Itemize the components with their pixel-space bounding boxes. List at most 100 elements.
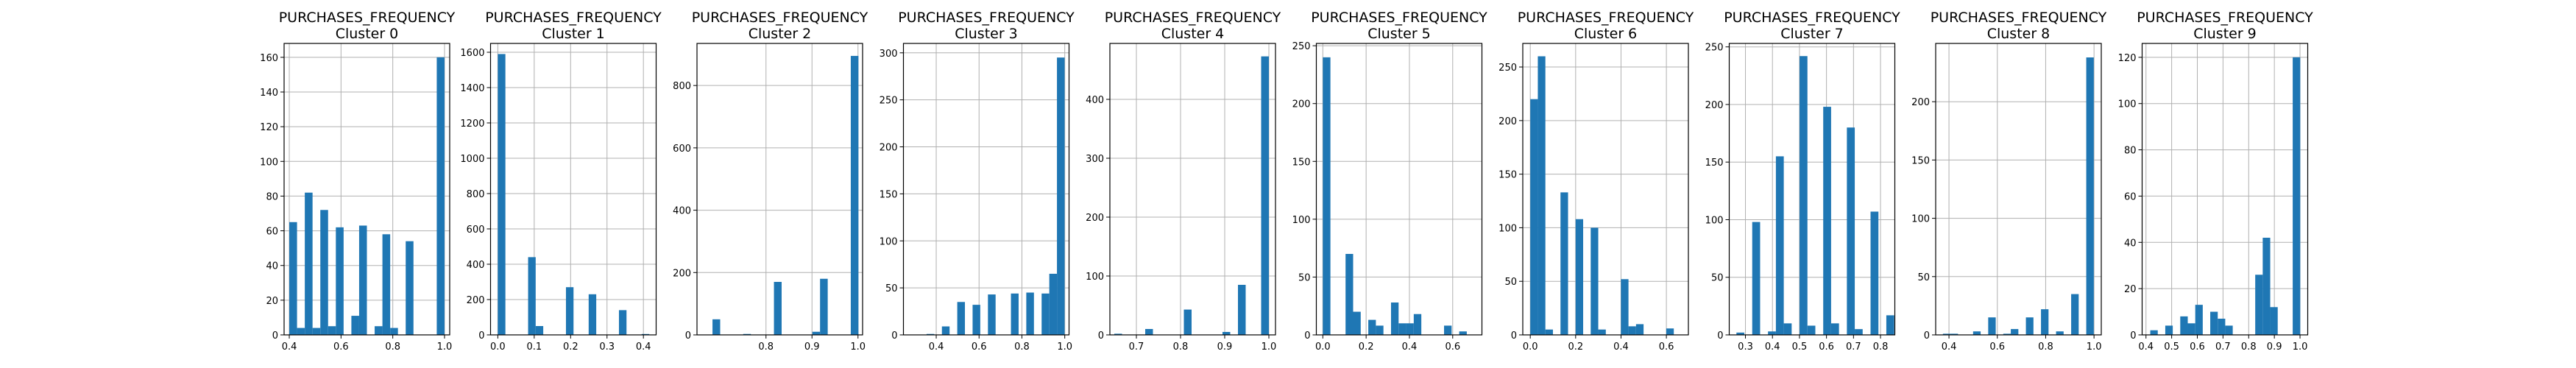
axes-frame — [1522, 43, 1689, 336]
x-tick-label: 0.8 — [2241, 342, 2257, 353]
axes-frame — [696, 43, 863, 336]
chart-title: PURCHASES_FREQUENCY — [2137, 10, 2313, 26]
chart-subtitle: Cluster 2 — [749, 26, 812, 42]
x-tick-label: 0.8 — [2038, 342, 2053, 353]
y-tick-label: 0 — [1717, 330, 1723, 342]
y-tick-label: 80 — [266, 191, 278, 202]
chart-title: PURCHASES_FREQUENCY — [1931, 10, 2107, 26]
x-tick-label: 0.0 — [1523, 342, 1538, 353]
histogram-bar — [2025, 317, 2034, 335]
y-tick-label: 80 — [2124, 146, 2137, 157]
x-tick-label: 0.7 — [1129, 342, 1144, 353]
histogram-bar — [535, 326, 544, 335]
x-tick-label: 1.0 — [437, 342, 453, 353]
histogram-bar — [1261, 56, 1269, 335]
y-tick-label: 250 — [880, 96, 898, 107]
histogram-bar — [1807, 325, 1816, 335]
histogram-bar — [1222, 332, 1231, 335]
x-tick-label: 1.0 — [850, 342, 866, 353]
chart-subtitle: Cluster 4 — [1161, 26, 1225, 42]
x-tick-label: 1.0 — [2087, 342, 2102, 353]
histogram-bar — [2150, 330, 2158, 335]
histogram-bar — [1368, 319, 1376, 335]
y-tick-label: 0 — [685, 330, 691, 342]
y-tick-label: 300 — [1086, 154, 1104, 165]
y-tick-label: 0 — [1511, 330, 1517, 342]
histogram-bar — [588, 294, 597, 335]
x-tick-label: 0.6 — [2190, 342, 2205, 353]
histogram-bar — [1830, 323, 1839, 335]
y-tick-label: 120 — [260, 122, 278, 133]
x-tick-label: 0.0 — [490, 342, 506, 353]
y-tick-label: 200 — [1911, 97, 1930, 108]
x-tick-label: 0.4 — [2138, 342, 2154, 353]
histogram-bar — [2187, 323, 2195, 335]
y-tick-label: 100 — [2118, 99, 2137, 110]
histogram-bar — [312, 328, 321, 335]
y-tick-label: 40 — [2124, 238, 2137, 249]
chart-title: PURCHASES_FREQUENCY — [1105, 10, 1281, 26]
x-tick-label: 0.7 — [2215, 342, 2231, 353]
histogram-bar — [1635, 324, 1644, 335]
histogram-panel-3: 0.4 0.6 0.8 1.0 0 50 100 150 200 250 300 PURCHASES_… — [880, 10, 1075, 353]
x-tick-label: 0.2 — [1568, 342, 1583, 353]
histogram-bar — [406, 241, 414, 335]
histogram-bar — [1886, 315, 1894, 335]
histogram-bar — [1057, 57, 1065, 336]
histogram-bar — [926, 333, 935, 335]
x-tick-label: 0.8 — [1873, 342, 1889, 353]
y-tick-label: 160 — [260, 53, 278, 64]
axes-frame — [1109, 43, 1276, 336]
histogram-bar — [1800, 56, 1808, 335]
chart-title: PURCHASES_FREQUENCY — [1518, 10, 1694, 26]
chart-title: PURCHASES_FREQUENCY — [1724, 10, 1900, 26]
histogram-bar — [2262, 238, 2271, 335]
y-tick-label: 100 — [260, 157, 278, 168]
histogram-bar — [941, 326, 950, 335]
y-tick-label: 50 — [1504, 277, 1517, 288]
chart-subtitle: Cluster 5 — [1367, 26, 1431, 42]
y-tick-label: 20 — [266, 296, 278, 307]
histogram-bar — [358, 225, 367, 335]
histogram-bar — [1398, 323, 1406, 335]
histogram-bar — [1870, 211, 1879, 335]
histogram-bar — [289, 222, 297, 335]
histogram-bar — [1114, 333, 1122, 335]
x-tick-label: 0.4 — [1942, 342, 1957, 353]
histogram-bar — [1145, 329, 1153, 335]
chart-subtitle: Cluster 9 — [2193, 26, 2257, 42]
y-tick-label: 600 — [673, 144, 691, 155]
x-tick-label: 0.2 — [563, 342, 578, 353]
histogram-bar — [618, 310, 627, 335]
histogram-bar — [712, 319, 721, 335]
histogram-bar — [1950, 333, 1958, 335]
axes-frame — [902, 43, 1070, 336]
y-tick-label: 20 — [2124, 284, 2137, 295]
histogram-panel-9: 0.4 0.5 0.6 0.7 0.8 0.9 1.0 0 20 40 60 80 100 120 PURC… — [2118, 10, 2313, 353]
chart-title: PURCHASES_FREQUENCY — [485, 10, 662, 26]
y-tick-label: 200 — [1498, 116, 1517, 127]
histogram-bar — [1376, 325, 1384, 335]
chart-title: PURCHASES_FREQUENCY — [692, 10, 868, 26]
axes-frame — [489, 43, 657, 336]
x-tick-label: 0.8 — [1014, 342, 1030, 353]
y-tick-label: 0 — [478, 330, 484, 342]
x-tick-label: 0.4 — [1402, 342, 1418, 353]
y-tick-label: 100 — [1705, 215, 1724, 226]
y-tick-label: 200 — [1086, 213, 1104, 224]
axes-frame — [1935, 43, 2102, 336]
y-tick-label: 100 — [1086, 272, 1104, 283]
y-tick-label: 0 — [1924, 330, 1930, 342]
histogram-bar — [2180, 316, 2188, 335]
chart-title: PURCHASES_FREQUENCY — [1311, 10, 1487, 26]
y-tick-label: 150 — [880, 189, 898, 200]
y-tick-label: 300 — [880, 49, 898, 60]
histogram-bar — [1545, 329, 1553, 335]
x-tick-label: 0.4 — [636, 342, 651, 353]
x-tick-label: 0.2 — [1359, 342, 1374, 353]
x-tick-label: 0.4 — [929, 342, 944, 353]
x-tick-label: 0.1 — [526, 342, 542, 353]
histogram-bar — [336, 227, 344, 335]
histogram-bar — [351, 316, 359, 335]
histogram-bar — [2071, 294, 2079, 335]
